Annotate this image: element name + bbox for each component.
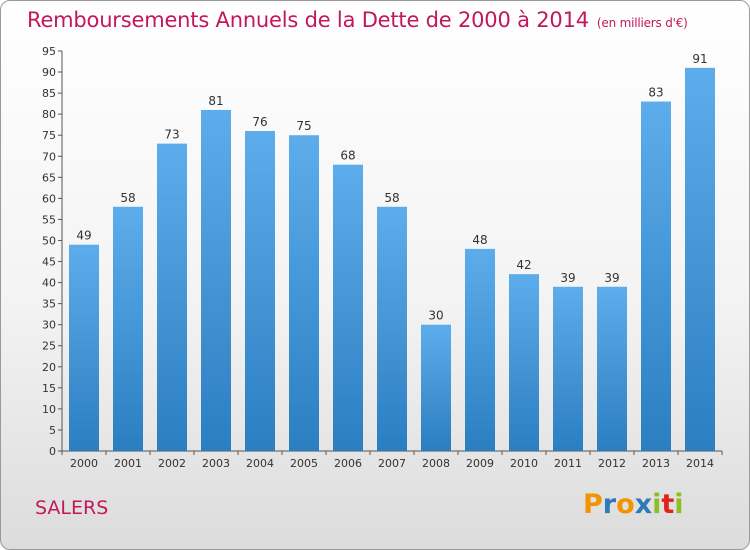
data-label: 73 xyxy=(164,128,179,142)
x-tick-label: 2003 xyxy=(202,457,230,470)
data-label: 83 xyxy=(648,86,663,100)
x-tick-label: 2004 xyxy=(246,457,274,470)
bar xyxy=(157,143,187,451)
data-label: 68 xyxy=(340,149,355,163)
y-tick-label: 5 xyxy=(49,424,56,437)
y-tick-label: 15 xyxy=(42,382,56,395)
logo-letter: t xyxy=(661,489,675,520)
y-tick-label: 50 xyxy=(42,234,56,247)
data-label: 48 xyxy=(472,233,487,247)
x-tick-label: 2009 xyxy=(466,457,494,470)
y-tick-label: 75 xyxy=(42,129,56,142)
y-tick-label: 35 xyxy=(42,298,56,311)
x-tick-label: 2013 xyxy=(642,457,670,470)
y-tick-label: 20 xyxy=(42,361,56,374)
bar xyxy=(421,324,451,451)
logo-letter: o xyxy=(616,489,635,520)
data-label: 30 xyxy=(428,309,443,323)
data-label: 39 xyxy=(604,271,619,285)
y-tick-label: 40 xyxy=(42,277,56,290)
x-tick-label: 2014 xyxy=(686,457,714,470)
title-text: Remboursements Annuels de la Dette de 20… xyxy=(27,8,589,32)
x-tick-label: 2000 xyxy=(70,457,98,470)
logo-letter: r xyxy=(602,489,617,520)
data-label: 75 xyxy=(296,119,311,133)
data-label: 58 xyxy=(384,191,399,205)
x-tick-label: 2007 xyxy=(378,457,406,470)
proxiti-logo: Proxiti xyxy=(583,489,684,520)
chart-title: Remboursements Annuels de la Dette de 20… xyxy=(27,8,688,32)
bar xyxy=(69,244,99,451)
y-tick-label: 95 xyxy=(42,45,56,58)
data-label: 49 xyxy=(76,229,91,243)
axes: 0 5 10 15 20 25 30 35 40 45 50 55 60 65 70 75 80 85 90 95 20… xyxy=(42,45,723,470)
unit-note: (en milliers d'€) xyxy=(596,16,688,30)
y-tick-label: 90 xyxy=(42,66,56,79)
y-tick-label: 60 xyxy=(42,192,56,205)
bar xyxy=(553,286,583,451)
x-tick-label: 2008 xyxy=(422,457,450,470)
y-tick-label: 85 xyxy=(42,87,56,100)
y-tick-label: 0 xyxy=(49,445,56,458)
y-tick-label: 10 xyxy=(42,403,56,416)
y-tick-label: 45 xyxy=(42,256,56,269)
x-tick-label: 2002 xyxy=(158,457,186,470)
y-tick-label: 70 xyxy=(42,150,56,163)
x-tick-label: 2006 xyxy=(334,457,362,470)
bars xyxy=(69,67,715,452)
y-tick-label: 80 xyxy=(42,108,56,121)
x-tick-label: 2010 xyxy=(510,457,538,470)
logo-letter: x xyxy=(634,489,653,520)
data-label: 76 xyxy=(252,115,267,129)
bar xyxy=(377,206,407,451)
x-tick-label: 2005 xyxy=(290,457,318,470)
commune-name: SALERS xyxy=(35,497,109,519)
bar xyxy=(685,67,715,451)
logo-letter: P xyxy=(583,489,603,520)
data-label: 58 xyxy=(120,191,135,205)
y-tick-label: 25 xyxy=(42,340,56,353)
bar xyxy=(509,274,539,451)
x-tick-label: 2011 xyxy=(554,457,582,470)
data-label: 39 xyxy=(560,271,575,285)
y-tick-label: 30 xyxy=(42,319,56,332)
bar xyxy=(113,206,143,451)
bar xyxy=(289,135,319,452)
data-labels: 49 58 73 81 76 75 68 58 30 48 42 39 39 83 91 xyxy=(76,52,707,323)
bar-chart: 0 5 10 15 20 25 30 35 40 45 50 55 60 65 70 75 80 85 90 95 20… xyxy=(42,45,723,470)
logo-letter: i xyxy=(652,489,662,520)
y-tick-label: 65 xyxy=(42,171,56,184)
y-tick-label: 55 xyxy=(42,213,56,226)
bar xyxy=(641,101,671,452)
x-tick-label: 2001 xyxy=(114,457,142,470)
bar xyxy=(245,131,275,451)
data-label: 81 xyxy=(208,94,223,108)
bar xyxy=(465,248,495,451)
data-label: 91 xyxy=(692,52,707,66)
x-tick-label: 2012 xyxy=(598,457,626,470)
data-label: 42 xyxy=(516,258,531,272)
bar xyxy=(201,109,231,452)
bar xyxy=(333,164,363,451)
logo-letter: i xyxy=(674,489,684,520)
bar xyxy=(597,286,627,451)
